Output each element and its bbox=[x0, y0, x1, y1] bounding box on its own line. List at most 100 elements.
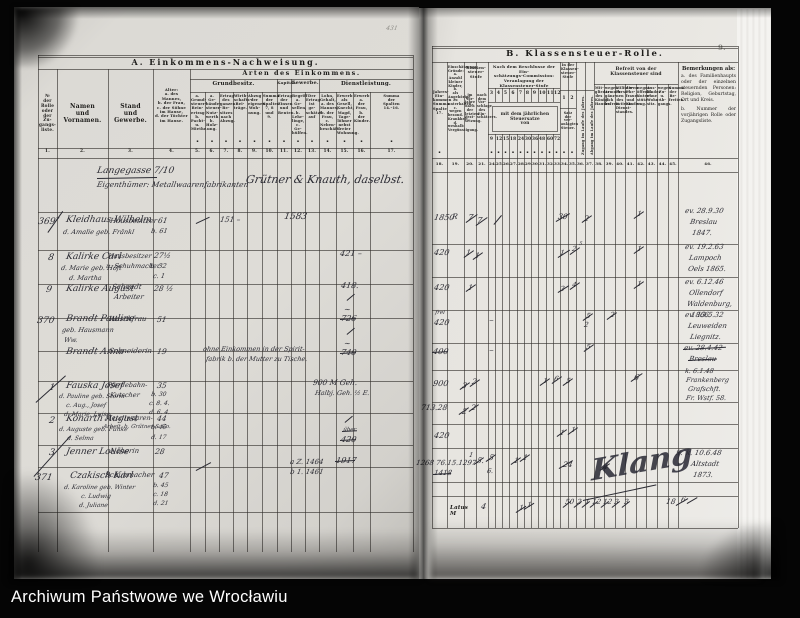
table-line bbox=[353, 92, 354, 552]
table-line bbox=[546, 88, 547, 102]
currency-glyph: ▪ bbox=[196, 139, 199, 143]
handwritten-entry: k. 10.6.48 bbox=[685, 449, 723, 457]
table-line bbox=[38, 69, 413, 70]
handwritten-entry: Lampoch bbox=[688, 254, 723, 262]
handwritten-entry: c. Ludwig bbox=[80, 493, 112, 500]
currency-glyph: ▪ bbox=[296, 139, 300, 143]
table-line bbox=[432, 424, 738, 425]
table-line bbox=[502, 134, 503, 528]
currency-glyph: ▪ bbox=[519, 150, 522, 154]
table-line bbox=[546, 134, 547, 528]
currency-glyph: ▪ bbox=[343, 139, 346, 143]
group-grundbesitz: Grundbesitz. bbox=[212, 81, 255, 87]
table-line bbox=[38, 55, 39, 552]
handwritten-entry: R bbox=[451, 212, 459, 221]
handwritten-entry: Halbj. Geh. ½ E. bbox=[314, 389, 371, 397]
table-line bbox=[560, 108, 576, 109]
currency-glyph: ▪ bbox=[555, 150, 558, 154]
handwritten-entry: Leuweiden bbox=[687, 322, 728, 330]
table-line bbox=[476, 62, 477, 528]
table-line bbox=[594, 84, 678, 85]
handwritten-entry: b. 45 bbox=[152, 482, 170, 489]
handwritten-entry: 61 bbox=[157, 216, 169, 225]
currency-glyph: ▪ bbox=[326, 139, 329, 143]
handwritten-entry: ev. 19.2.63 bbox=[684, 243, 725, 251]
right-page-title: B. Klassensteuer-Rolle. bbox=[506, 49, 664, 59]
table-line bbox=[38, 284, 413, 285]
currency-glyph: ▪ bbox=[238, 139, 242, 143]
group-exempt-header: Befreit von der Klassensteuer sind bbox=[610, 67, 662, 78]
table-line bbox=[531, 134, 532, 528]
right-column-number: 19. bbox=[451, 161, 460, 166]
right-column-number: 42. bbox=[637, 161, 645, 166]
table-line bbox=[488, 102, 560, 103]
col-roll-number-header: № der Rolle oder der Zu- gangs- liste. bbox=[39, 93, 56, 133]
tax-rate-value: 18 bbox=[510, 136, 517, 141]
table-line bbox=[38, 212, 413, 213]
table-line bbox=[262, 92, 263, 552]
table-line bbox=[38, 467, 413, 468]
handwritten-entry: 1873. bbox=[692, 471, 714, 479]
handwritten-entry: 8 bbox=[47, 253, 55, 263]
currency-glyph: ▪ bbox=[511, 150, 515, 154]
table-line bbox=[38, 512, 413, 513]
table-line bbox=[531, 88, 532, 102]
table-line bbox=[432, 310, 738, 311]
currency-glyph: ▪ bbox=[490, 150, 493, 154]
handwritten-entry: 420 bbox=[433, 431, 451, 440]
handwritten-entry: d. Martha bbox=[68, 274, 103, 282]
currency-glyph: ▪ bbox=[438, 150, 441, 154]
left-subcolumn-header: Ertrag der Zinsen und Renten. bbox=[278, 94, 296, 115]
col-stufe-2: 2 bbox=[570, 96, 574, 101]
handwritten-entry: 420 bbox=[433, 318, 451, 327]
right-column-number: 26. bbox=[503, 161, 511, 166]
handwritten-entry: – bbox=[488, 346, 495, 356]
table-line bbox=[291, 79, 292, 552]
right-column-number: 39. bbox=[605, 161, 614, 166]
left-column-number: 10. bbox=[265, 149, 274, 154]
handwritten-entry: Eigenthümer: Metallwaarenfabrikanten bbox=[96, 180, 250, 189]
scan-right-page bbox=[419, 8, 771, 579]
handwritten-entry: c. Aug., Josef bbox=[65, 402, 107, 409]
table-line bbox=[432, 244, 738, 245]
handwritten-entry: b. 32 bbox=[149, 262, 168, 270]
table-line bbox=[432, 46, 433, 528]
handwritten-entry: frei bbox=[434, 310, 446, 316]
handwritten-entry: d. Juliane bbox=[78, 502, 109, 509]
table-line bbox=[585, 62, 586, 528]
left-subcolumn-header: a. Grund- steuer- Rein- ertrag b. Pacht-… bbox=[191, 94, 208, 132]
handwritten-entry: 28 ½ bbox=[153, 284, 175, 293]
handwritten-entry: Näherin bbox=[109, 447, 140, 455]
table-line bbox=[432, 370, 738, 371]
handwritten-entry: Pferdebahn- bbox=[106, 381, 149, 389]
handwritten-entry: 420 bbox=[433, 248, 451, 257]
handwritten-entry: b 1. 1461 bbox=[289, 468, 325, 476]
currency-glyph: ▪ bbox=[210, 139, 214, 143]
table-line bbox=[38, 351, 413, 352]
table-line bbox=[568, 62, 569, 528]
right-column-number: 32. bbox=[547, 161, 555, 166]
table-line bbox=[538, 134, 539, 528]
owner-name: Grütner & Knauth, daselbst. bbox=[244, 173, 406, 186]
handwritten-entry: Breslau bbox=[689, 218, 718, 226]
remarks-item-a: a. des Familienhaupts oder der einzelnen… bbox=[681, 74, 736, 103]
col-yearly-income-header: Jahres- Ein- kommen Summa Spalte 17. bbox=[433, 90, 452, 115]
handwritten-entry: b. 61 bbox=[150, 227, 169, 235]
right-column-number: 36. bbox=[577, 161, 585, 166]
table-line bbox=[38, 148, 413, 149]
remarks-heading: Bemerkungen als: bbox=[681, 66, 736, 72]
col-names-header: Namen und Vornamen. bbox=[63, 103, 102, 124]
right-column-number: 18. bbox=[435, 161, 444, 166]
table-line bbox=[488, 62, 489, 528]
currency-glyph: ▪ bbox=[526, 150, 529, 154]
handwritten-entry: Arbeiter bbox=[113, 293, 145, 301]
handwritten-entry: Grafschft. bbox=[687, 385, 722, 393]
exempt-subcolumn-header: Aus- länder ohne Wohn- sitz. bbox=[647, 86, 661, 106]
table-line bbox=[538, 88, 539, 102]
handwritten-entry: 27½ bbox=[153, 251, 172, 260]
table-line bbox=[488, 134, 560, 135]
handwritten-entry: 421 – bbox=[339, 249, 363, 258]
table-line bbox=[38, 318, 413, 319]
left-subcolumn-header: Abzug der eigenen Woh- nung. bbox=[248, 94, 266, 115]
right-column-number: 20. bbox=[466, 161, 474, 166]
